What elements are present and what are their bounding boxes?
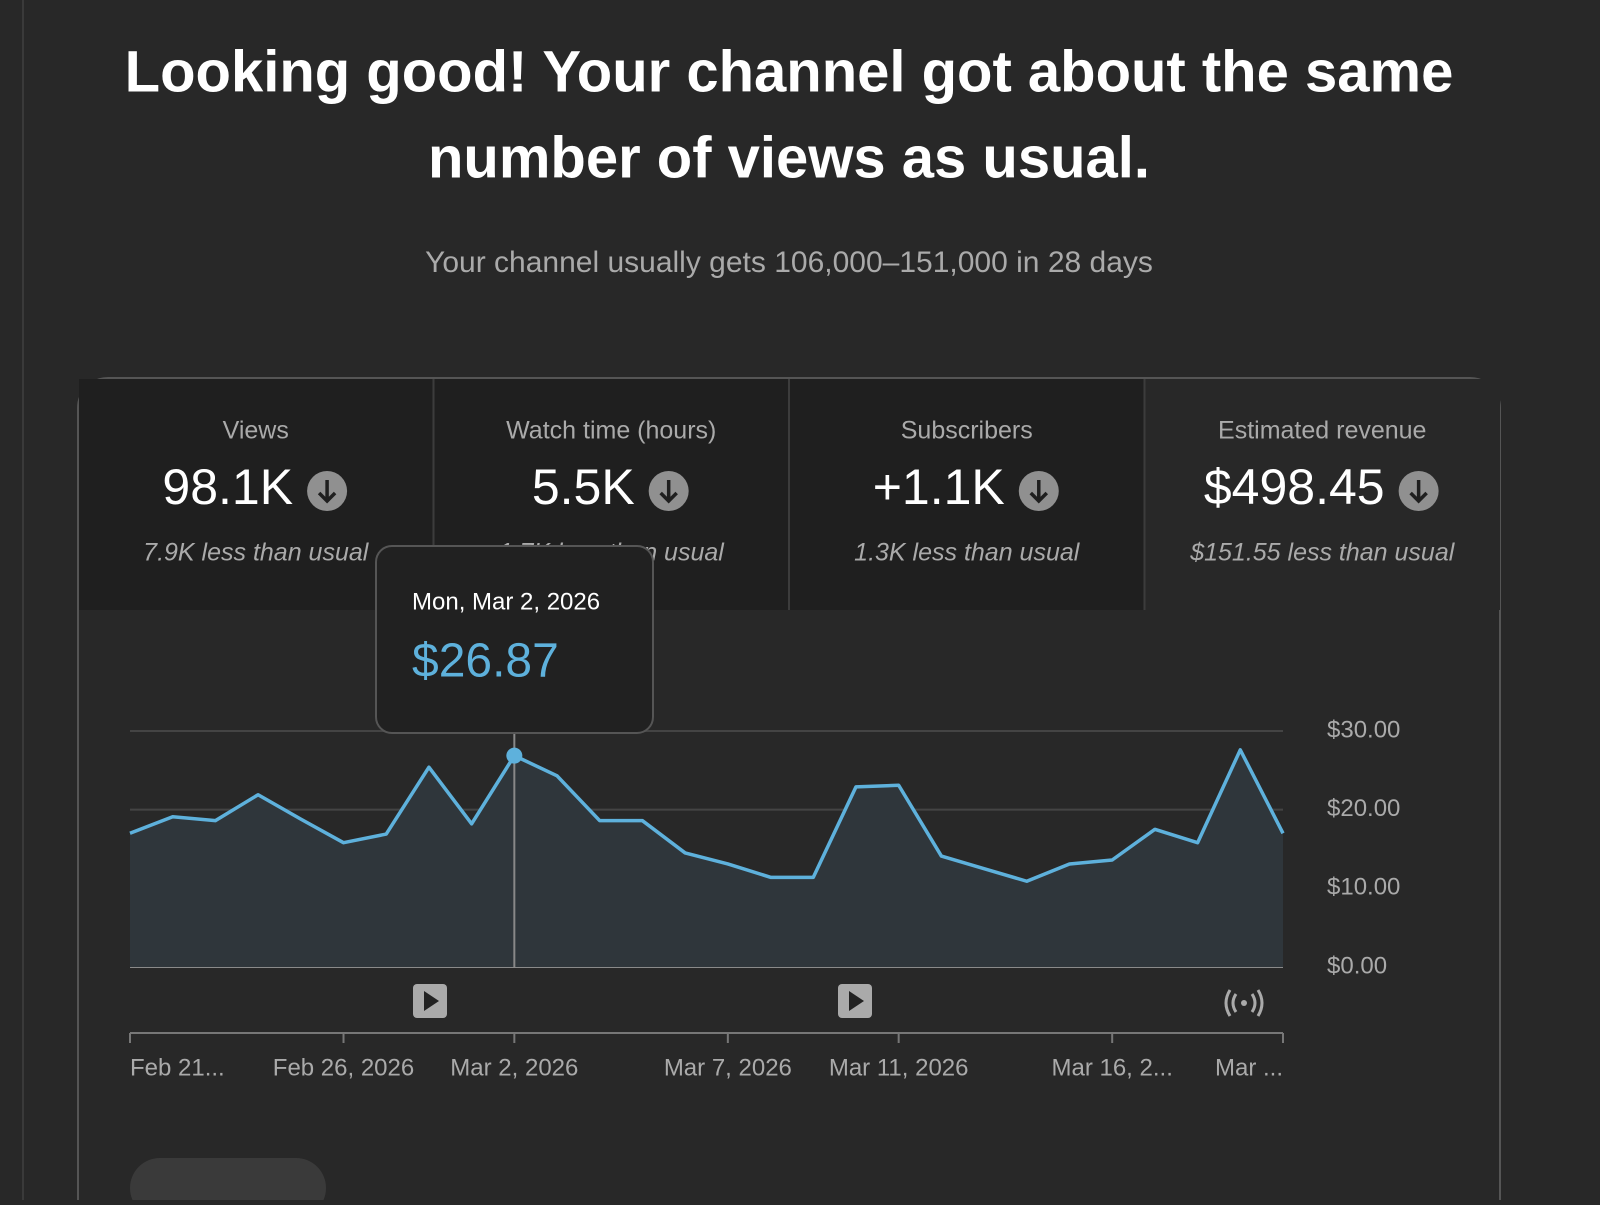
metric-tab[interactable] <box>79 379 434 610</box>
live-marker[interactable] <box>1224 989 1264 1017</box>
y-tick-label: $30.00 <box>1327 716 1400 743</box>
down-arrow <box>1029 480 1049 504</box>
metric-delta: $151.55 less than usual <box>1189 539 1456 567</box>
headline: number of views as usual. <box>428 125 1150 190</box>
metric-delta: 7.9K less than usual <box>143 539 370 567</box>
metric-tab[interactable] <box>790 379 1145 610</box>
tooltip <box>375 545 654 734</box>
x-tick-label: Mar 11, 2026 <box>829 1054 969 1081</box>
metric-label: Estimated revenue <box>1218 417 1426 445</box>
tooltip-date: Mon, Mar 2, 2026 <box>412 588 600 615</box>
x-tick-label: Mar 7, 2026 <box>664 1054 792 1081</box>
x-tick-label: Mar 2, 2026 <box>450 1054 578 1081</box>
metric-value: 5.5K <box>532 459 635 515</box>
x-tick-label: Mar ... <box>1215 1054 1283 1081</box>
x-tick-label: Feb 21... <box>130 1054 225 1081</box>
metric-label: Watch time (hours) <box>506 417 716 445</box>
y-tick-label: $0.00 <box>1327 952 1387 979</box>
down-arrow <box>1409 480 1428 504</box>
metric-label: Views <box>223 417 289 445</box>
subtitle: Your channel usually gets 106,000–151,00… <box>425 246 1153 279</box>
play-icon <box>849 991 864 1011</box>
line <box>129 748 1285 884</box>
metric-value: 98.1K <box>162 459 293 515</box>
x-tick-label: Mar 16, 2... <box>1051 1054 1172 1081</box>
metric-delta: 1.3K less than usual <box>854 539 1081 567</box>
hover-point <box>506 747 523 764</box>
down-arrow <box>659 480 678 504</box>
down-arrow <box>317 480 337 504</box>
metric-value: $498.45 <box>1204 459 1385 515</box>
play-icon <box>424 991 439 1011</box>
metric-value: +1.1K <box>873 459 1005 515</box>
metric-tab[interactable] <box>1145 379 1501 610</box>
y-tick-label: $10.00 <box>1327 874 1400 901</box>
x-tick-label: Feb 26, 2026 <box>273 1054 414 1081</box>
button[interactable] <box>130 1158 326 1205</box>
tooltip-value: $26.87 <box>412 635 559 688</box>
metric-label: Subscribers <box>901 417 1033 445</box>
y-tick-label: $20.00 <box>1327 795 1400 822</box>
headline: Looking good! Your channel got about the… <box>125 39 1454 104</box>
